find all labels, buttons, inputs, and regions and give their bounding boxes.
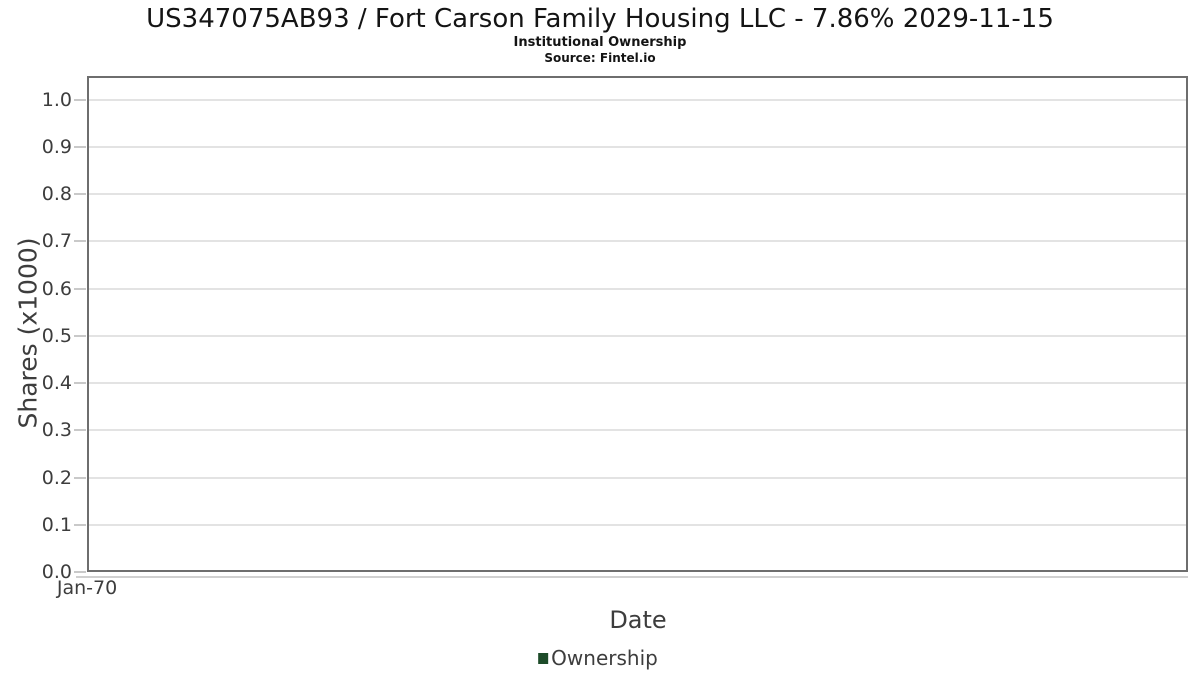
y-tick-mark-0.9: [74, 145, 86, 148]
chart-subtitle: Institutional Ownership: [513, 35, 687, 50]
gridline-layer: [89, 78, 1186, 570]
y-tick-label-0.2: 0.2: [41, 466, 72, 489]
y-tick-mark-0.0: [74, 571, 86, 573]
y-tick-mark-0.2: [74, 476, 86, 479]
x-tick-label: Jan-70: [56, 577, 118, 599]
chart-title: US347075AB93 / Fort Carson Family Housin…: [146, 4, 1054, 34]
legend-item-ownership[interactable]: Ownership: [538, 646, 658, 670]
y-tick-mark-0.8: [74, 193, 86, 196]
y-tick-label-0.9: 0.9: [41, 135, 72, 158]
y-tick-label-1.0: 1.0: [41, 88, 72, 111]
y-tick-mark-0.6: [74, 287, 86, 290]
y-tick-label-0.4: 0.4: [41, 372, 72, 395]
gridline-y-0.8: [89, 193, 1186, 196]
x-axis-line: [76, 576, 1188, 578]
y-tick-mark-0.4: [74, 382, 86, 385]
y-tick-mark-0.7: [74, 240, 86, 243]
legend: Ownership: [538, 646, 658, 670]
legend-label: Ownership: [551, 646, 658, 670]
gridline-y-1.0: [89, 98, 1186, 101]
gridline-y-0.1: [89, 523, 1186, 526]
gridline-y-0.7: [89, 240, 1186, 243]
chart-source: Source: Fintel.io: [544, 51, 656, 65]
gridline-y-0.4: [89, 382, 1186, 385]
y-tick-label-0.3: 0.3: [41, 419, 72, 442]
x-axis-label: Date: [609, 606, 667, 634]
y-tick-label-0.8: 0.8: [41, 183, 72, 206]
y-tick-mark-0.5: [74, 334, 86, 337]
gridline-y-0.9: [89, 145, 1186, 148]
plot-area: [87, 76, 1188, 572]
gridline-y-0.3: [89, 429, 1186, 432]
gridline-y-0.2: [89, 476, 1186, 479]
y-tick-label-0.7: 0.7: [41, 230, 72, 253]
y-tick-mark-1.0: [74, 98, 86, 101]
y-tick-label-0.5: 0.5: [41, 324, 72, 347]
y-tick-label-0.6: 0.6: [41, 277, 72, 300]
gridline-y-0.6: [89, 287, 1186, 290]
gridline-y-0.5: [89, 334, 1186, 337]
y-tick-mark-0.3: [74, 429, 86, 432]
y-tick-mark-0.1: [74, 523, 86, 526]
y-tick-label-0.0: 0.0: [41, 561, 72, 583]
legend-swatch-icon: [538, 652, 549, 664]
y-tick-label-0.1: 0.1: [41, 513, 72, 536]
